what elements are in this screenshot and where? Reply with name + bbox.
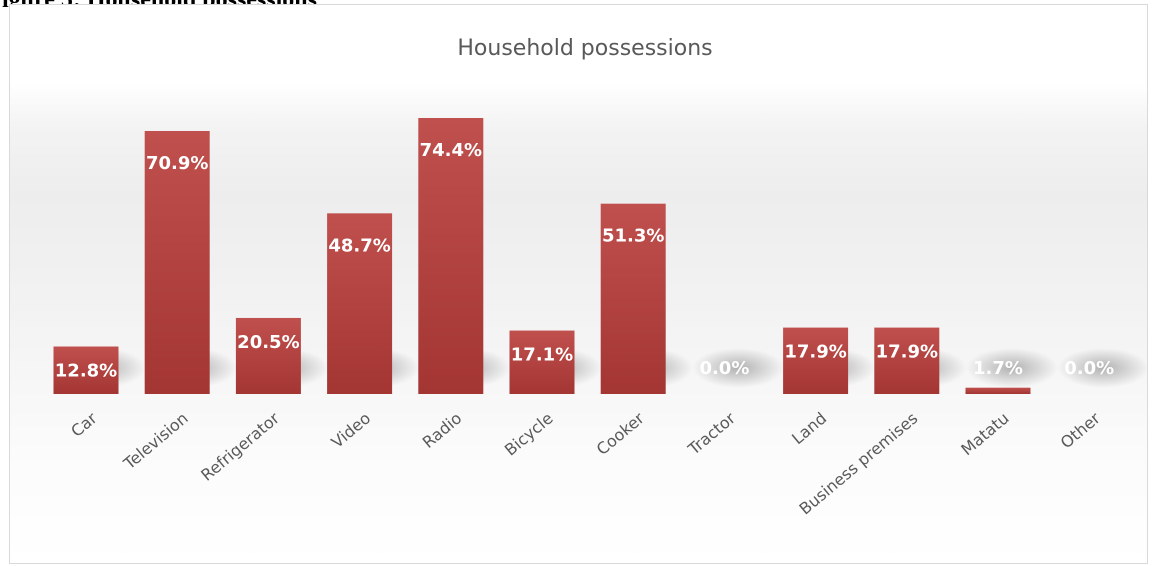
chart-area: Household possessions 12.8% 70.9% 20.5% 48.…: [9, 4, 1148, 564]
data-label-radio: 74.4%: [420, 140, 482, 161]
tick-label-cooker: Cooker: [593, 408, 648, 459]
bar-chart: Household possessions 12.8% 70.9% 20.5% 48.…: [53, 36, 1147, 518]
tick-label-refrigerator: Refrigerator: [197, 408, 283, 484]
data-label-car: 12.8%: [55, 361, 117, 382]
data-label-business-premises: 17.9%: [876, 342, 938, 363]
bar-refrigerator: [235, 317, 301, 394]
tick-label-tractor: Tractor: [684, 408, 740, 459]
bar-video: [327, 213, 393, 394]
data-label-matatu: 1.7%: [973, 358, 1023, 379]
tick-label-land: Land: [788, 409, 830, 449]
data-label-video: 48.7%: [328, 235, 390, 256]
data-labels: 12.8% 70.9% 20.5% 48.7% 74.4% 17.1% 51.3% 0.0% 1…: [55, 140, 1114, 382]
data-label-land: 17.9%: [784, 342, 846, 363]
bar-television: [144, 130, 210, 394]
tick-label-bicycle: Bicycle: [501, 409, 557, 460]
tick-label-video: Video: [328, 409, 375, 452]
tick-label-car: Car: [67, 408, 101, 441]
data-label-tractor: 0.0%: [699, 358, 749, 379]
bars: [53, 118, 1031, 394]
data-label-cooker: 51.3%: [602, 226, 664, 247]
category-tick-labels: Car Television Refrigerator Video Radio Bicyc…: [67, 408, 1104, 518]
bar-shadow-tractor: [692, 348, 785, 388]
tick-label-matatu: Matatu: [957, 409, 1012, 460]
data-label-other: 0.0%: [1064, 358, 1114, 379]
bar-bicycle: [509, 330, 575, 394]
tick-label-other: Other: [1057, 408, 1104, 452]
data-label-refrigerator: 20.5%: [237, 332, 299, 353]
data-label-television: 70.9%: [146, 153, 208, 174]
chart-title: Household possessions: [457, 36, 712, 61]
tick-label-radio: Radio: [419, 409, 466, 452]
bar-land: [783, 327, 849, 394]
tick-label-television: Television: [119, 409, 192, 474]
bar-matatu: [965, 387, 1031, 394]
bar-cooker: [600, 203, 666, 394]
bar-business-premises: [874, 327, 940, 394]
bar-shadow-other: [1057, 348, 1147, 388]
data-label-bicycle: 17.1%: [511, 345, 573, 366]
bar-car: [53, 346, 119, 394]
bar-radio: [418, 118, 484, 394]
bar-shadow-matatu: [966, 348, 1058, 388]
